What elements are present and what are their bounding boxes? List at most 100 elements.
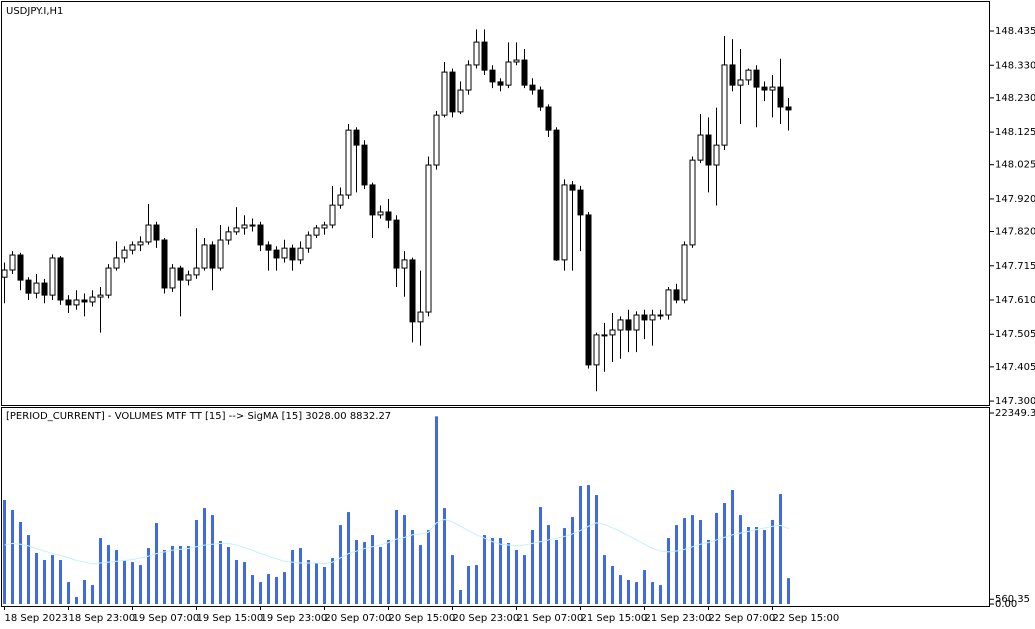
- candle-body: [473, 41, 480, 66]
- volume-bar: [555, 540, 558, 605]
- volume-bar: [459, 590, 462, 605]
- volume-bar: [11, 510, 14, 605]
- y-tick-label: 22349.35: [995, 408, 1035, 419]
- volume-bar: [419, 545, 422, 605]
- volume-bar: [291, 550, 294, 605]
- candle-body: [737, 79, 744, 86]
- candle-body: [289, 247, 296, 261]
- candle-body: [441, 71, 448, 116]
- volume-bar: [427, 530, 430, 605]
- volume-bar: [243, 562, 246, 605]
- candle-body: [177, 267, 184, 281]
- candle-body: [761, 86, 768, 91]
- volume-bar: [411, 530, 414, 605]
- candle-body: [513, 59, 520, 63]
- candle-body: [425, 164, 432, 313]
- candle-body: [545, 106, 552, 131]
- volume-bar: [395, 510, 398, 605]
- candle-body: [169, 267, 176, 289]
- volume-bar: [619, 575, 622, 605]
- volume-bar: [219, 541, 222, 605]
- volume-bar: [707, 540, 710, 605]
- volume-bar: [99, 538, 102, 605]
- candle-body: [297, 247, 304, 261]
- candle-body: [585, 214, 592, 366]
- volume-bar: [515, 550, 518, 605]
- volume-bar: [587, 485, 590, 605]
- candle-body: [113, 257, 120, 269]
- volume-bar: [651, 582, 654, 605]
- candle-body: [673, 289, 680, 301]
- y-tick-label: 147.405: [995, 362, 1035, 373]
- volume-bar: [179, 545, 182, 605]
- volume-bar: [771, 520, 774, 605]
- volume-bar: [683, 518, 686, 605]
- candle-body: [633, 314, 640, 331]
- volume-bar: [475, 565, 478, 605]
- candle-body: [25, 279, 32, 294]
- volume-bar: [91, 585, 94, 605]
- candle-body: [161, 239, 168, 289]
- candle-body: [185, 274, 192, 281]
- volume-bar: [275, 577, 278, 605]
- volume-bar: [339, 525, 342, 605]
- y-tick-label: 148.125: [995, 127, 1035, 138]
- candle-body: [769, 86, 776, 91]
- candle-body: [377, 211, 384, 216]
- candle-body: [329, 204, 336, 226]
- volume-bar: [403, 515, 406, 605]
- volume-bar: [139, 565, 142, 605]
- y-tick-label: 147.820: [995, 227, 1035, 238]
- candle-body: [201, 244, 208, 269]
- candle-body: [489, 69, 496, 83]
- y-tick-label: 147.715: [995, 261, 1035, 272]
- candle-body: [729, 64, 736, 86]
- volume-bar: [195, 520, 198, 605]
- volume-bar: [787, 578, 790, 605]
- volume-bar: [251, 575, 254, 605]
- candle-body: [65, 299, 72, 306]
- volume-bar: [283, 572, 286, 605]
- volume-bar: [355, 540, 358, 605]
- candle-body: [97, 294, 104, 298]
- volume-bar: [123, 560, 126, 605]
- volume-bar: [315, 563, 318, 605]
- volume-bar: [499, 538, 502, 605]
- candle-body: [209, 244, 216, 269]
- candle-body: [81, 299, 88, 303]
- volume-bar: [203, 508, 206, 605]
- volume-bar: [539, 507, 542, 605]
- volume-bar: [779, 494, 782, 605]
- volume-bar: [211, 515, 214, 605]
- candle-body: [129, 244, 136, 251]
- candle-body: [753, 69, 760, 88]
- candle-body: [41, 282, 48, 296]
- candle-body: [313, 227, 320, 236]
- candle-body: [353, 129, 360, 146]
- x-tick-label: 18 Sep 2023: [5, 613, 68, 624]
- candle-body: [521, 59, 528, 86]
- candle-body: [457, 89, 464, 113]
- candle-body: [105, 267, 112, 296]
- candle-body: [569, 184, 576, 191]
- volume-bar: [659, 585, 662, 605]
- volume-bar: [379, 547, 382, 605]
- volume-bar: [523, 555, 526, 605]
- x-tick-label: 21 Sep 07:00: [517, 613, 584, 624]
- volume-bar: [723, 503, 726, 605]
- volume-bar: [75, 597, 78, 605]
- y-tick-label: 147.505: [995, 329, 1035, 340]
- candle-body: [49, 257, 56, 296]
- candle-body: [609, 329, 616, 336]
- volume-bar: [331, 558, 334, 605]
- candle-body: [657, 314, 664, 317]
- volume-bar: [627, 580, 630, 605]
- volume-bar: [347, 512, 350, 605]
- x-tick-label: 20 Sep 15:00: [389, 613, 456, 624]
- candle-body: [225, 231, 232, 241]
- candle-body: [449, 71, 456, 113]
- x-tick-label: 18 Sep 23:00: [69, 613, 136, 624]
- price-panel: [1, 1, 990, 406]
- volume-bar: [107, 545, 110, 605]
- candle-body: [705, 134, 712, 166]
